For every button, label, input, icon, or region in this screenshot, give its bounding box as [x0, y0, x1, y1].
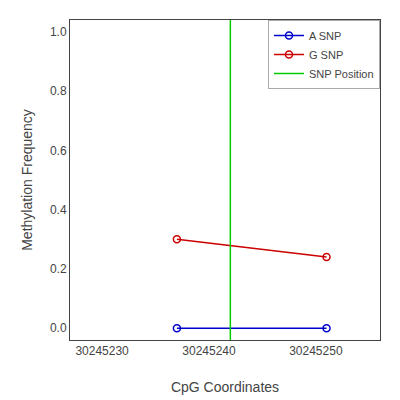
svg-text:0.0: 0.0: [50, 321, 67, 335]
svg-text:30245250: 30245250: [289, 344, 343, 358]
svg-text:CpG Coordinates: CpG Coordinates: [171, 379, 279, 395]
svg-text:0.4: 0.4: [50, 203, 67, 217]
svg-text:SNP Position: SNP Position: [309, 68, 374, 80]
svg-text:0.6: 0.6: [50, 144, 67, 158]
svg-text:0.2: 0.2: [50, 262, 67, 276]
svg-text:0.8: 0.8: [50, 84, 67, 98]
svg-text:G SNP: G SNP: [309, 49, 343, 61]
svg-text:1.0: 1.0: [50, 25, 67, 39]
svg-text:A SNP: A SNP: [309, 30, 341, 42]
svg-text:30245240: 30245240: [182, 344, 236, 358]
svg-text:Methylation Frequency: Methylation Frequency: [19, 109, 35, 251]
svg-text:30245230: 30245230: [75, 344, 129, 358]
